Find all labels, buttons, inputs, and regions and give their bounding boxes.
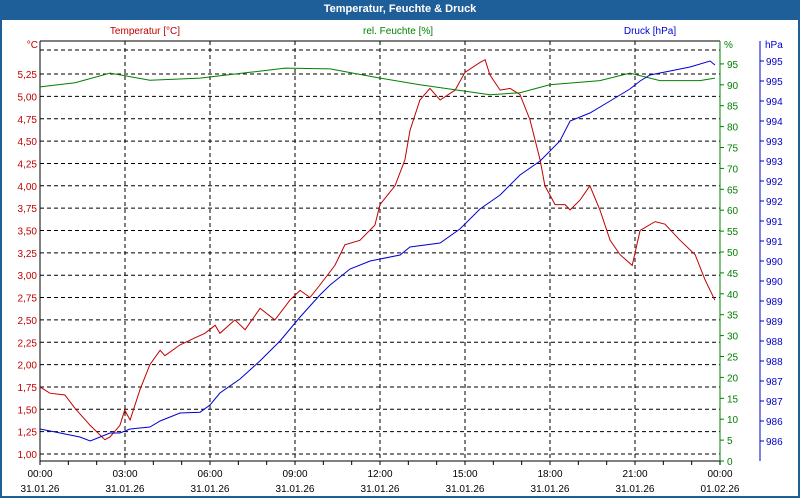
humidity-tick-label: 10 [727, 415, 739, 426]
temperature-tick-label: 2,75 [18, 294, 38, 305]
humidity-tick-label: 75 [727, 144, 739, 155]
humidity-tick-label: 50 [727, 248, 739, 259]
humidity-series-line [39, 67, 715, 96]
pressure-tick-label: 993 [766, 137, 783, 148]
temperature-tick-label: 4,50 [18, 137, 38, 148]
humidity-unit: % [724, 40, 733, 51]
time-tick-label: 00:00 [27, 469, 52, 480]
humidity-tick-label: 95 [727, 60, 739, 71]
temperature-tick-label: 4,00 [18, 182, 38, 193]
temperature-tick-label: 3,75 [18, 204, 38, 215]
temperature-axis-title: Temperatur [°C] [110, 26, 180, 37]
pressure-tick-label: 995 [766, 77, 783, 88]
temperature-tick-label: 4,25 [18, 159, 38, 170]
pressure-tick-label: 993 [766, 157, 783, 168]
chart-title: Temperatur, Feuchte & Druck [0, 0, 800, 20]
pressure-tick-label: 986 [766, 437, 783, 448]
date-tick-label: 31.01.26 [616, 484, 655, 495]
humidity-tick-label: 30 [727, 332, 739, 343]
humidity-tick-label: 85 [727, 102, 739, 113]
temperature-tick-label: 5,25 [18, 70, 38, 81]
temperature-tick-label: 1,75 [18, 383, 38, 394]
humidity-tick-label: 40 [727, 290, 739, 301]
pressure-tick-label: 992 [766, 197, 783, 208]
time-tick-label: 18:00 [537, 469, 562, 480]
date-tick-label: 31.01.26 [446, 484, 485, 495]
pressure-tick-label: 987 [766, 397, 783, 408]
pressure-tick-label: 988 [766, 337, 783, 348]
humidity-tick-label: 65 [727, 185, 739, 196]
pressure-tick-label: 991 [766, 217, 783, 228]
humidity-tick-label: 5 [727, 436, 733, 447]
temperature-tick-label: 2,00 [18, 361, 38, 372]
grid [40, 41, 720, 461]
temperature-tick-label: 5,00 [18, 92, 38, 103]
humidity-tick-label: 60 [727, 206, 739, 217]
date-tick-label: 31.01.26 [361, 484, 400, 495]
humidity-tick-label: 90 [727, 81, 739, 92]
pressure-tick-label: 989 [766, 297, 783, 308]
pressure-tick-label: 995 [766, 57, 783, 68]
date-tick-label: 31.01.26 [106, 484, 145, 495]
pressure-tick-label: 989 [766, 317, 783, 328]
pressure-axis-title: Druck [hPa] [624, 26, 676, 37]
time-tick-label: 21:00 [622, 469, 647, 480]
humidity-axis-title: rel. Feuchte [%] [363, 26, 433, 37]
date-tick-label: 01.02.26 [701, 484, 740, 495]
humidity-tick-label: 20 [727, 373, 739, 384]
date-tick-label: 31.01.26 [191, 484, 230, 495]
pressure-series-line [39, 60, 716, 442]
date-tick-label: 31.01.26 [531, 484, 570, 495]
pressure-tick-label: 994 [766, 117, 783, 128]
time-tick-label: 15:00 [452, 469, 477, 480]
humidity-tick-label: 55 [727, 227, 739, 238]
temperature-tick-label: 3,25 [18, 249, 38, 260]
temperature-tick-label: 3,50 [18, 227, 38, 238]
humidity-tick-label: 15 [727, 394, 739, 405]
series-lines [39, 58, 716, 442]
temperature-series-line [39, 58, 716, 441]
time-tick-label: 06:00 [197, 469, 222, 480]
pressure-tick-label: 986 [766, 417, 783, 428]
temperature-tick-label: 4,75 [18, 115, 38, 126]
axes: 1,00 1,25 1,50 1,75 2,00 2,25 2,50 2,75 3,00 3,25… [18, 40, 783, 495]
pressure-tick-label: 991 [766, 237, 783, 248]
humidity-tick-label: 25 [727, 353, 739, 364]
time-tick-label: 00:00 [707, 469, 732, 480]
pressure-tick-label: 988 [766, 357, 783, 368]
pressure-tick-label: 990 [766, 277, 783, 288]
pressure-tick-label: 990 [766, 257, 783, 268]
humidity-tick-label: 0 [727, 457, 733, 468]
temperature-tick-label: 3,00 [18, 271, 38, 282]
time-tick-label: 03:00 [112, 469, 137, 480]
temperature-tick-label: 1,25 [18, 428, 38, 439]
temperature-unit: °C [27, 40, 38, 51]
humidity-tick-label: 45 [727, 269, 739, 280]
pressure-tick-label: 987 [766, 377, 783, 388]
pressure-tick-label: 994 [766, 97, 783, 108]
date-tick-label: 31.01.26 [21, 484, 60, 495]
date-tick-label: 31.01.26 [276, 484, 315, 495]
time-tick-label: 12:00 [367, 469, 392, 480]
humidity-tick-label: 70 [727, 164, 739, 175]
pressure-tick-label: 992 [766, 177, 783, 188]
temperature-tick-label: 2,25 [18, 338, 38, 349]
time-tick-label: 09:00 [282, 469, 307, 480]
temperature-tick-label: 1,50 [18, 405, 38, 416]
pressure-unit: hPa [765, 40, 783, 51]
humidity-tick-label: 80 [727, 123, 739, 134]
temperature-tick-label: 1,00 [18, 450, 38, 461]
humidity-tick-label: 35 [727, 311, 739, 322]
temperature-tick-label: 2,50 [18, 316, 38, 327]
